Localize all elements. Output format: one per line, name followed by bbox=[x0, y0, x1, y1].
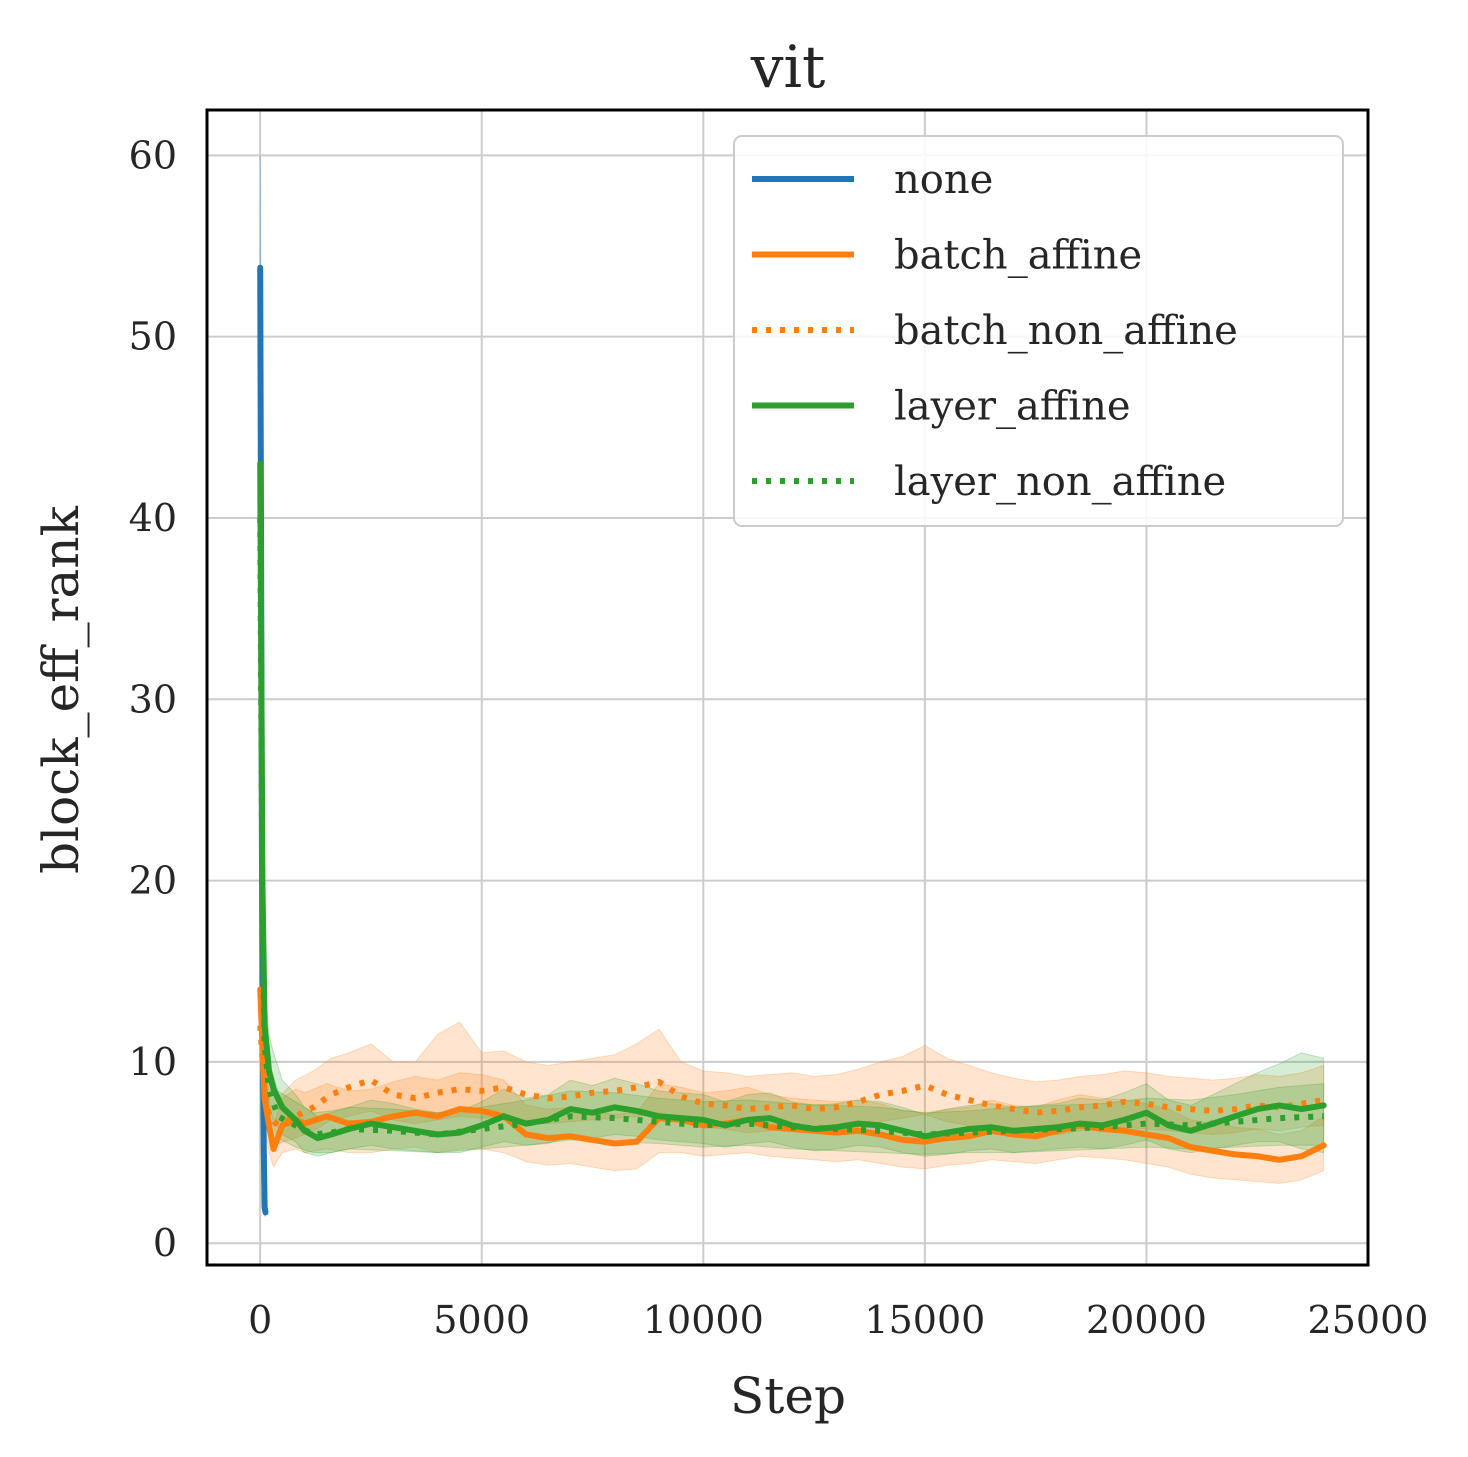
chart-title: vit bbox=[750, 33, 826, 101]
band-layer_non_affine bbox=[259, 463, 1325, 1155]
y-tick-label: 10 bbox=[129, 1040, 177, 1084]
series-lines bbox=[257, 264, 1327, 1216]
legend-label-layer_non_affine: layer_non_affine bbox=[894, 459, 1226, 505]
x-tick-label: 5000 bbox=[433, 1298, 530, 1342]
series-line-layer_affine bbox=[257, 460, 1327, 1142]
band-layer_affine bbox=[259, 409, 1325, 1157]
legend-box bbox=[733, 135, 1344, 527]
y-tick-label: 40 bbox=[129, 496, 177, 540]
legend-label-batch_non_affine: batch_non_affine bbox=[894, 308, 1238, 354]
series-line-batch_non_affine bbox=[257, 1025, 1325, 1129]
plot-frame bbox=[205, 108, 1370, 1267]
y-tick-label: 20 bbox=[129, 859, 177, 903]
x-tick-label: 20000 bbox=[1086, 1298, 1207, 1342]
band-batch_non_affine bbox=[259, 989, 1325, 1145]
y-tick-label: 0 bbox=[153, 1221, 177, 1265]
y-tick-label: 50 bbox=[129, 315, 177, 359]
x-tick-label: 15000 bbox=[864, 1298, 985, 1342]
x-tick-label: 10000 bbox=[643, 1298, 764, 1342]
legend-label-batch_affine: batch_affine bbox=[894, 233, 1142, 279]
series-line-layer_non_affine bbox=[257, 517, 1324, 1138]
x-tick-label: 25000 bbox=[1308, 1298, 1429, 1342]
axis-ticks: 0 5000 10000 15000 20000 25000 0 10 20 30 40 50 60 bbox=[129, 133, 1429, 1342]
y-tick-label: 30 bbox=[129, 677, 177, 721]
legend-label-none: none bbox=[894, 157, 993, 203]
y-tick-label: 60 bbox=[129, 133, 177, 177]
legend-label-layer_affine: layer_affine bbox=[894, 384, 1131, 430]
x-axis-label: Step bbox=[730, 1367, 846, 1425]
y-axis-label: block_eff_rank bbox=[32, 505, 90, 873]
x-tick-label: 0 bbox=[248, 1298, 272, 1342]
legend: none batch_affine batch_non_affine layer_af… bbox=[733, 135, 1344, 527]
